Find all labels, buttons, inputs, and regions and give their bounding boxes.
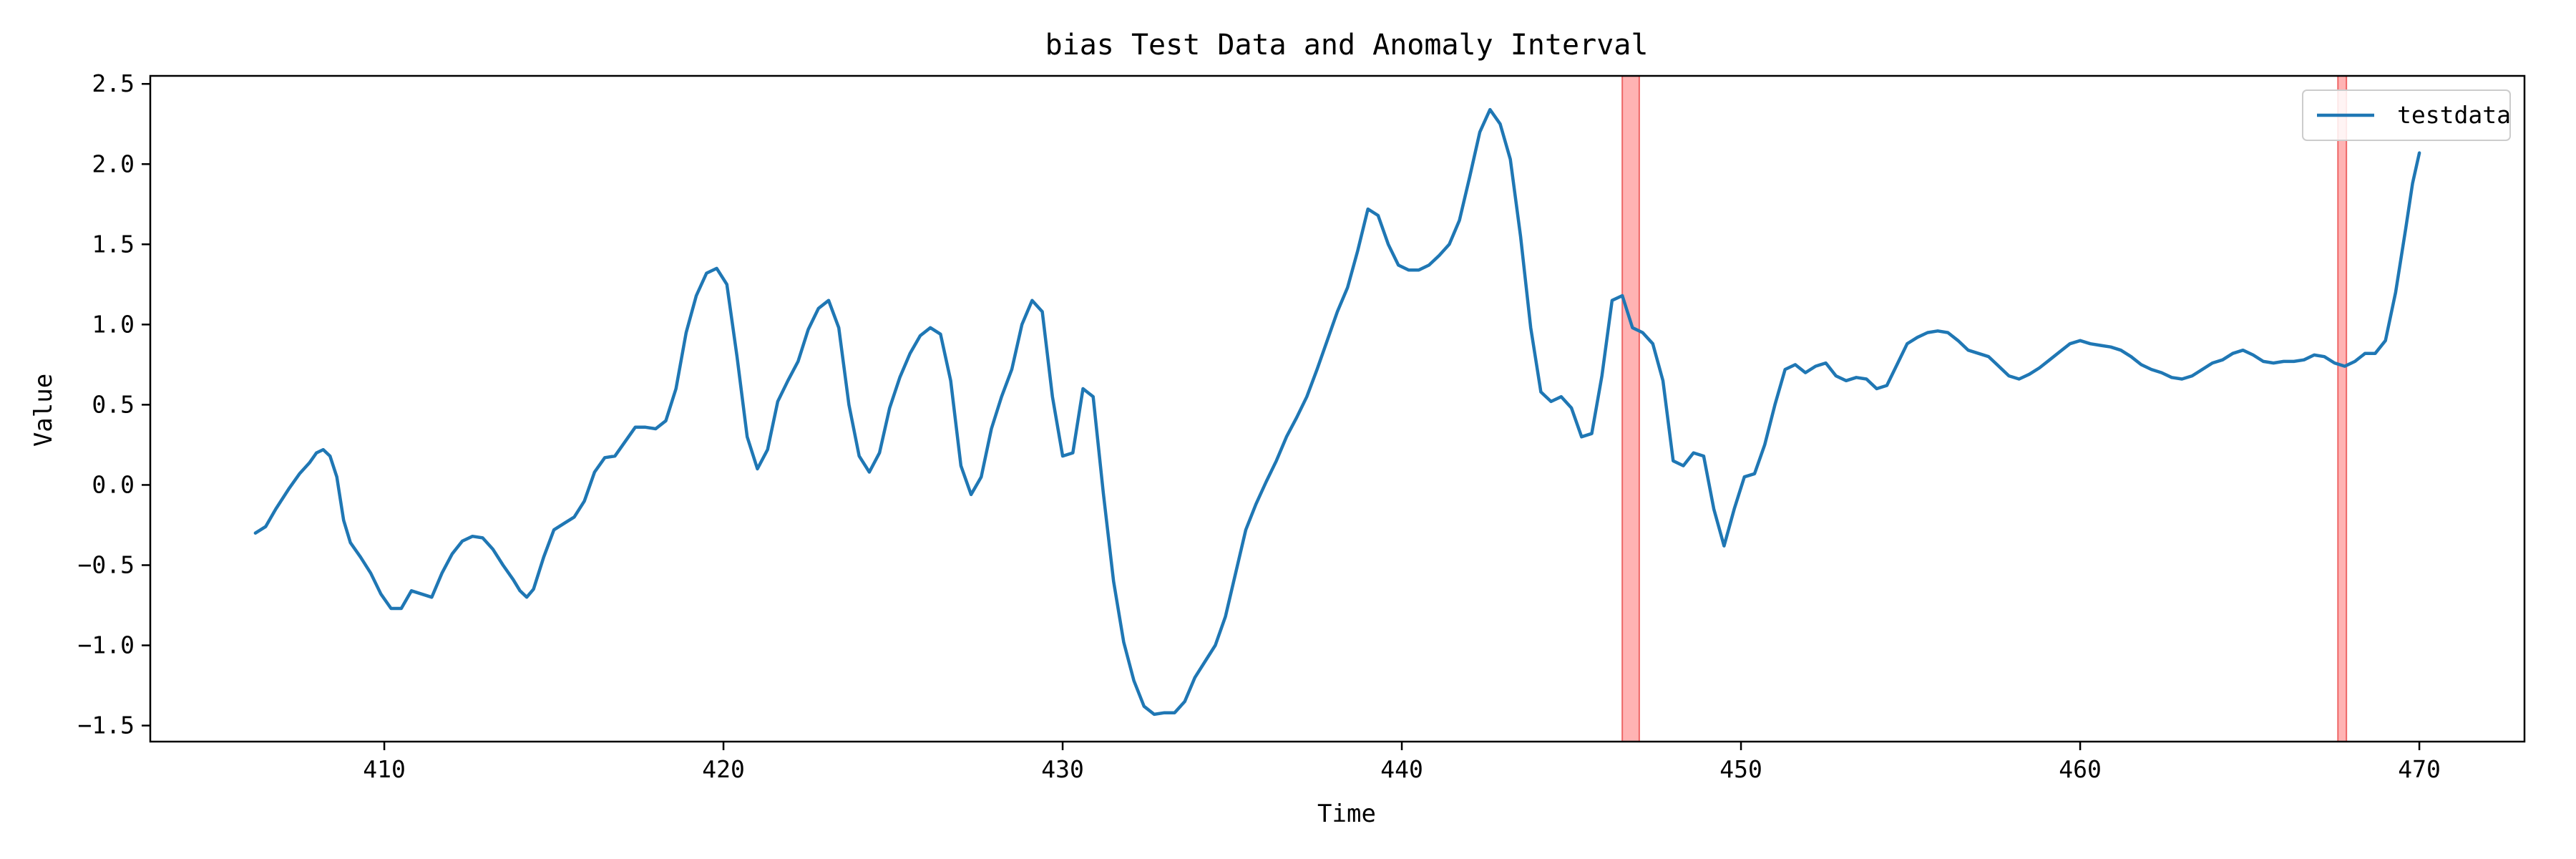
x-tick-label: 470 <box>2398 755 2441 783</box>
series-line-testdata <box>253 107 2421 717</box>
y-tick-label: 1.0 <box>92 310 135 338</box>
x-axis-ticks: 410 420 430 440 450 460 470 <box>363 742 2441 783</box>
x-tick-label: 440 <box>1380 755 1423 783</box>
x-tick-label: 410 <box>363 755 406 783</box>
y-tick-label: 1.5 <box>92 230 135 258</box>
legend-label-testdata: testdata <box>2397 101 2511 129</box>
anomaly-interval-2 <box>2337 75 2348 742</box>
legend: testdata <box>2302 89 2511 141</box>
anomaly-interval-1 <box>1621 75 1640 742</box>
x-tick-label: 430 <box>1041 755 1084 783</box>
x-tick-label: 460 <box>2059 755 2102 783</box>
legend-box <box>2302 89 2511 141</box>
x-tick-label: 420 <box>702 755 745 783</box>
chart-title: bias Test Data and Anomaly Interval <box>1045 29 1649 62</box>
y-tick-label: 2.5 <box>92 69 135 97</box>
series-lines <box>253 107 2421 717</box>
y-tick-label: 2.0 <box>92 150 135 178</box>
anomaly-intervals <box>1621 75 2348 742</box>
y-tick-label: 0.0 <box>92 470 135 498</box>
y-tick-label: −1.0 <box>78 631 135 659</box>
y-tick-label: −0.5 <box>78 550 135 578</box>
y-tick-label: 0.5 <box>92 390 135 418</box>
x-axis-label: Time <box>1317 800 1376 828</box>
x-tick-label: 450 <box>1719 755 1762 783</box>
y-axis-ticks: −1.5 −1.0 −0.5 0.0 0.5 1.0 1.5 2.0 2.5 <box>78 69 150 739</box>
y-axis-label: Value <box>29 374 58 447</box>
y-tick-label: −1.5 <box>78 712 135 739</box>
plot-frame <box>149 74 2526 743</box>
